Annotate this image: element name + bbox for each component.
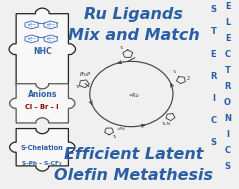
Text: C: C bbox=[225, 146, 231, 155]
PathPatch shape bbox=[9, 8, 76, 90]
Text: Cl – Br – I: Cl – Br – I bbox=[26, 104, 59, 110]
Text: S-Ph – S-CF₃: S-Ph – S-CF₃ bbox=[22, 161, 62, 166]
Text: =Pd: =Pd bbox=[117, 127, 125, 131]
Text: E: E bbox=[225, 34, 230, 43]
Text: O: O bbox=[224, 98, 231, 107]
Text: Ts: Ts bbox=[172, 70, 176, 74]
Text: Ru Ligands: Ru Ligands bbox=[84, 7, 183, 22]
Text: R: R bbox=[210, 72, 217, 81]
Text: R: R bbox=[224, 82, 231, 91]
Text: E: E bbox=[211, 50, 216, 59]
Text: N: N bbox=[224, 114, 231, 123]
Text: C: C bbox=[210, 116, 217, 125]
Text: =Ru: =Ru bbox=[128, 93, 139, 98]
Text: 2: 2 bbox=[187, 76, 190, 81]
Text: L: L bbox=[225, 18, 230, 27]
Text: S: S bbox=[225, 162, 231, 171]
Text: Ts: Ts bbox=[112, 135, 116, 139]
Text: Ts: Ts bbox=[119, 46, 123, 50]
Text: C: C bbox=[225, 50, 231, 59]
Text: I: I bbox=[226, 130, 229, 139]
Text: S-Chelation: S-Chelation bbox=[21, 145, 64, 151]
Text: Ta-N: Ta-N bbox=[161, 122, 170, 126]
Text: T: T bbox=[210, 27, 216, 36]
Text: Mix and Match: Mix and Match bbox=[68, 28, 200, 43]
Text: T: T bbox=[225, 66, 231, 75]
Text: S: S bbox=[210, 138, 216, 147]
Text: I: I bbox=[212, 94, 215, 103]
PathPatch shape bbox=[10, 129, 75, 171]
Text: Efficient Latent: Efficient Latent bbox=[64, 147, 203, 162]
Text: NHC: NHC bbox=[33, 47, 52, 57]
Text: E: E bbox=[225, 2, 230, 11]
PathPatch shape bbox=[10, 84, 75, 123]
Text: Olefin Metathesis: Olefin Metathesis bbox=[54, 168, 213, 183]
Text: Ph₂P: Ph₂P bbox=[80, 72, 91, 77]
Text: Anions: Anions bbox=[27, 90, 57, 99]
Text: Ts: Ts bbox=[75, 85, 79, 89]
Text: S: S bbox=[210, 5, 216, 15]
